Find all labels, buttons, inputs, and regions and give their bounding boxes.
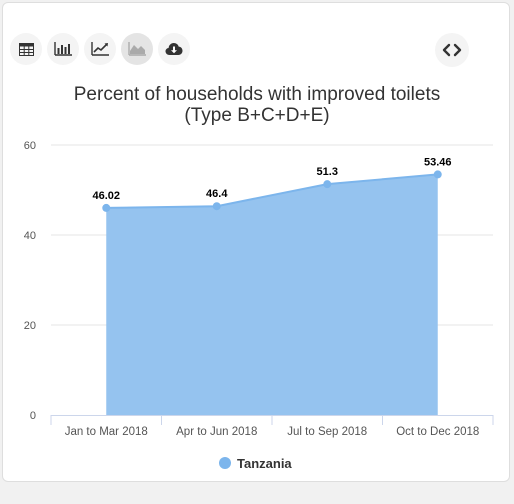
y-tick-label: 20 xyxy=(24,320,36,332)
chart-toolbar xyxy=(10,33,190,65)
table-view-button[interactable] xyxy=(10,33,42,65)
legend-label-tanzania[interactable]: Tanzania xyxy=(237,456,292,471)
data-label: 46.4 xyxy=(206,188,228,200)
chart-subtitle: (Type B+C+D+E) xyxy=(184,105,329,126)
legend-marker-tanzania xyxy=(219,457,231,469)
line-chart-button[interactable] xyxy=(84,33,116,65)
download-button[interactable] xyxy=(158,33,190,65)
data-label: 53.46 xyxy=(424,156,452,168)
data-label: 51.3 xyxy=(317,166,338,178)
series-area xyxy=(106,173,438,415)
code-icon xyxy=(442,43,462,57)
area-chart-button[interactable] xyxy=(121,33,153,65)
chart-title: Percent of households with improved toil… xyxy=(74,84,440,105)
data-point[interactable] xyxy=(212,202,221,211)
x-tick-label: Jan to Mar 2018 xyxy=(65,426,148,438)
y-tick-label: 40 xyxy=(24,230,36,242)
cloud-download-icon xyxy=(165,43,183,55)
data-point[interactable] xyxy=(323,180,332,189)
bar-chart-button[interactable] xyxy=(47,33,79,65)
bar-chart-icon xyxy=(54,42,72,56)
axes: 0 20 40 60 Jan to Mar 2018 Apr to Jun 2018 Jul… xyxy=(24,140,494,438)
embed-code-button[interactable] xyxy=(435,33,469,67)
x-tick-label: Oct to Dec 2018 xyxy=(396,426,479,438)
series-line-tanzania xyxy=(106,173,438,209)
y-tick-label: 60 xyxy=(24,140,36,152)
data-point[interactable] xyxy=(433,170,442,179)
line-chart-icon xyxy=(91,42,109,56)
x-tick-label: Jul to Sep 2018 xyxy=(287,426,367,438)
data-points xyxy=(102,170,442,212)
area-fill-tanzania xyxy=(106,174,438,415)
x-tick-label: Apr to Jun 2018 xyxy=(176,426,257,438)
table-icon xyxy=(18,42,34,56)
data-point[interactable] xyxy=(102,203,111,212)
y-tick-label: 0 xyxy=(30,410,36,422)
data-labels: 46.02 46.4 51.3 53.46 xyxy=(91,155,453,203)
legend[interactable]: Tanzania xyxy=(219,456,292,471)
area-chart-icon xyxy=(128,42,146,56)
data-label: 46.02 xyxy=(92,190,120,202)
